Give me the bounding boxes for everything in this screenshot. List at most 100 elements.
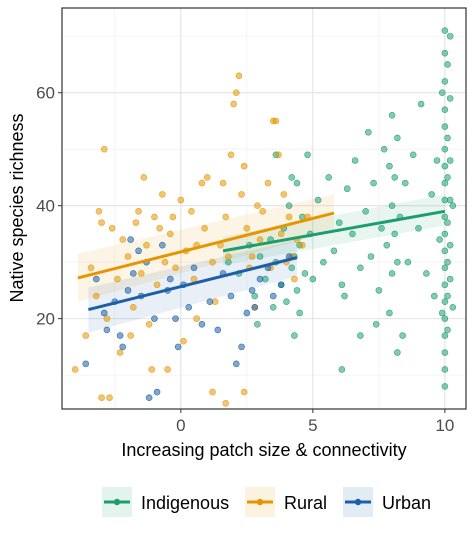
data-point (301, 270, 309, 277)
data-point (201, 224, 208, 232)
data-point (388, 270, 396, 277)
data-point (438, 89, 446, 97)
data-point (103, 326, 111, 334)
data-point (140, 174, 148, 181)
fit-line (77, 211, 335, 280)
data-point (449, 202, 457, 209)
data-point (441, 230, 449, 238)
data-point (343, 185, 351, 193)
data-point (441, 179, 449, 187)
data-point (298, 241, 306, 249)
data-point (444, 134, 451, 142)
data-point (351, 157, 359, 164)
data-point (143, 241, 150, 249)
data-point (441, 349, 449, 356)
axis-ticks: 0 5 10 20 40 60 (36, 84, 454, 435)
data-point (259, 208, 266, 215)
data-point (243, 309, 251, 317)
data-point (169, 213, 177, 221)
data-point (423, 270, 430, 277)
data-point (106, 394, 113, 402)
data-point (293, 179, 301, 187)
legend-label: Indigenous (141, 493, 229, 513)
data-point (391, 230, 399, 238)
data-point (198, 320, 206, 328)
data-point (203, 174, 211, 181)
legend-key-point (354, 498, 362, 506)
data-point (225, 253, 232, 260)
data-point (375, 287, 383, 294)
data-point (145, 394, 153, 402)
data-point (251, 304, 259, 311)
data-point (219, 179, 227, 187)
data-point (275, 151, 282, 159)
data-point (441, 123, 449, 130)
data-point (166, 230, 174, 238)
data-point (446, 157, 454, 164)
data-point (444, 326, 451, 334)
data-point (127, 236, 134, 243)
grid-major (62, 8, 466, 409)
data-point (188, 208, 195, 215)
data-point (277, 230, 285, 238)
fit-lines (77, 209, 446, 312)
data-point (349, 230, 356, 238)
data-point (291, 275, 298, 283)
data-point (441, 366, 449, 373)
data-point (156, 224, 163, 232)
data-point (444, 219, 451, 226)
legend-label: Urban (382, 493, 431, 513)
data-point (166, 275, 174, 283)
data-point (399, 332, 406, 339)
data-point (119, 236, 127, 243)
legend-label: Rural (284, 493, 327, 513)
data-point (93, 292, 100, 300)
data-point (338, 366, 346, 373)
data-point (225, 258, 232, 266)
data-point (441, 145, 449, 153)
data-point (372, 320, 380, 328)
data-point (159, 191, 166, 198)
data-point (209, 258, 216, 266)
x-tick-label: 0 (176, 416, 185, 435)
x-tick-label: 5 (308, 416, 317, 435)
data-point (214, 326, 222, 334)
data-point (394, 349, 401, 356)
data-point (230, 100, 237, 108)
data-point (285, 202, 293, 209)
data-point (227, 292, 235, 300)
data-point (164, 366, 171, 373)
data-point (388, 202, 396, 209)
data-point (436, 236, 443, 243)
data-point (232, 89, 240, 97)
data-point (338, 281, 346, 289)
data-point (446, 32, 454, 40)
data-point (446, 95, 454, 102)
data-point (449, 304, 457, 311)
data-point (82, 332, 90, 339)
data-point (370, 179, 377, 187)
data-point (137, 270, 145, 277)
data-point (441, 213, 449, 221)
data-point (222, 400, 230, 407)
data-point (172, 264, 179, 272)
data-point (441, 264, 449, 272)
data-point (320, 258, 327, 266)
data-point (180, 337, 187, 345)
data-point (409, 151, 417, 159)
data-point (341, 292, 348, 300)
data-point (388, 112, 396, 119)
data-point (135, 247, 142, 255)
data-point (446, 241, 454, 249)
data-point (129, 304, 137, 311)
data-point (296, 309, 303, 317)
data-point (256, 275, 264, 283)
data-point (394, 258, 401, 266)
data-point (269, 304, 277, 311)
data-point (269, 117, 277, 125)
data-point (386, 309, 393, 317)
data-point (362, 208, 369, 215)
data-point (428, 191, 435, 198)
data-point (129, 270, 137, 277)
